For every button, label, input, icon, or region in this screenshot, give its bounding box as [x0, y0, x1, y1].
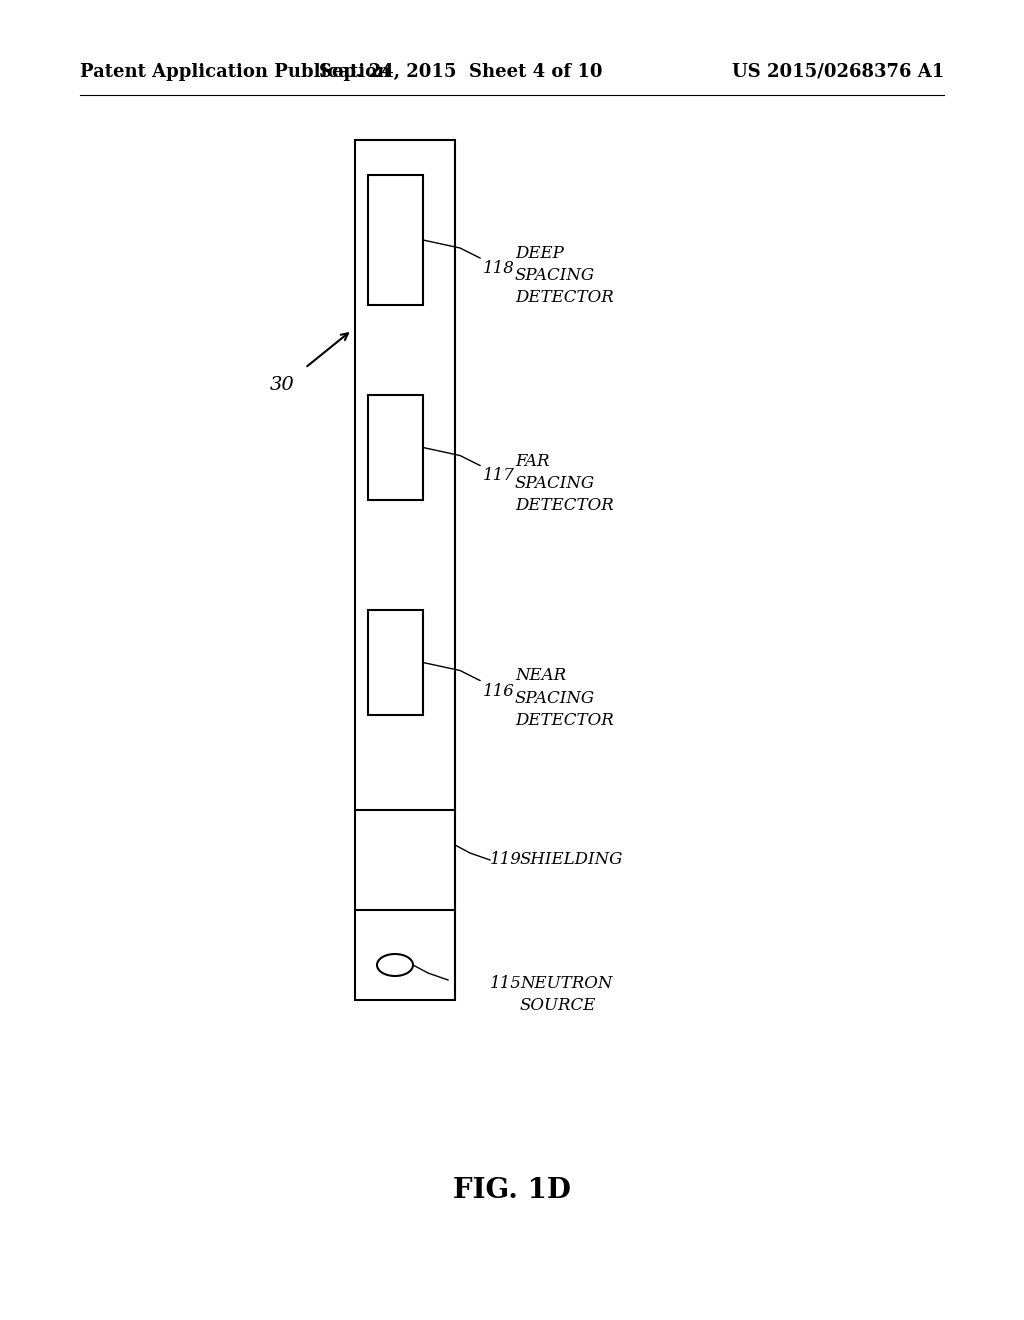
Bar: [355, 140, 455, 1001]
Text: SHIELDING: SHIELDING: [520, 851, 624, 869]
Text: 119: 119: [490, 851, 522, 869]
Text: NEAR
SPACING
DETECTOR: NEAR SPACING DETECTOR: [515, 668, 613, 729]
Text: NEUTRON
SOURCE: NEUTRON SOURCE: [520, 975, 612, 1014]
Bar: [368, 176, 423, 305]
Text: 30: 30: [270, 376, 295, 393]
Text: FAR
SPACING
DETECTOR: FAR SPACING DETECTOR: [515, 453, 613, 513]
Text: 115: 115: [490, 975, 522, 993]
Text: 116: 116: [483, 682, 515, 700]
Text: US 2015/0268376 A1: US 2015/0268376 A1: [732, 63, 944, 81]
Text: 117: 117: [483, 467, 515, 484]
Text: Patent Application Publication: Patent Application Publication: [80, 63, 390, 81]
Text: 118: 118: [483, 260, 515, 277]
Text: Sep. 24, 2015  Sheet 4 of 10: Sep. 24, 2015 Sheet 4 of 10: [319, 63, 602, 81]
Text: FIG. 1D: FIG. 1D: [453, 1176, 571, 1204]
Bar: [368, 610, 423, 715]
Ellipse shape: [377, 954, 413, 975]
Bar: [368, 395, 423, 500]
Text: DEEP
SPACING
DETECTOR: DEEP SPACING DETECTOR: [515, 246, 613, 306]
